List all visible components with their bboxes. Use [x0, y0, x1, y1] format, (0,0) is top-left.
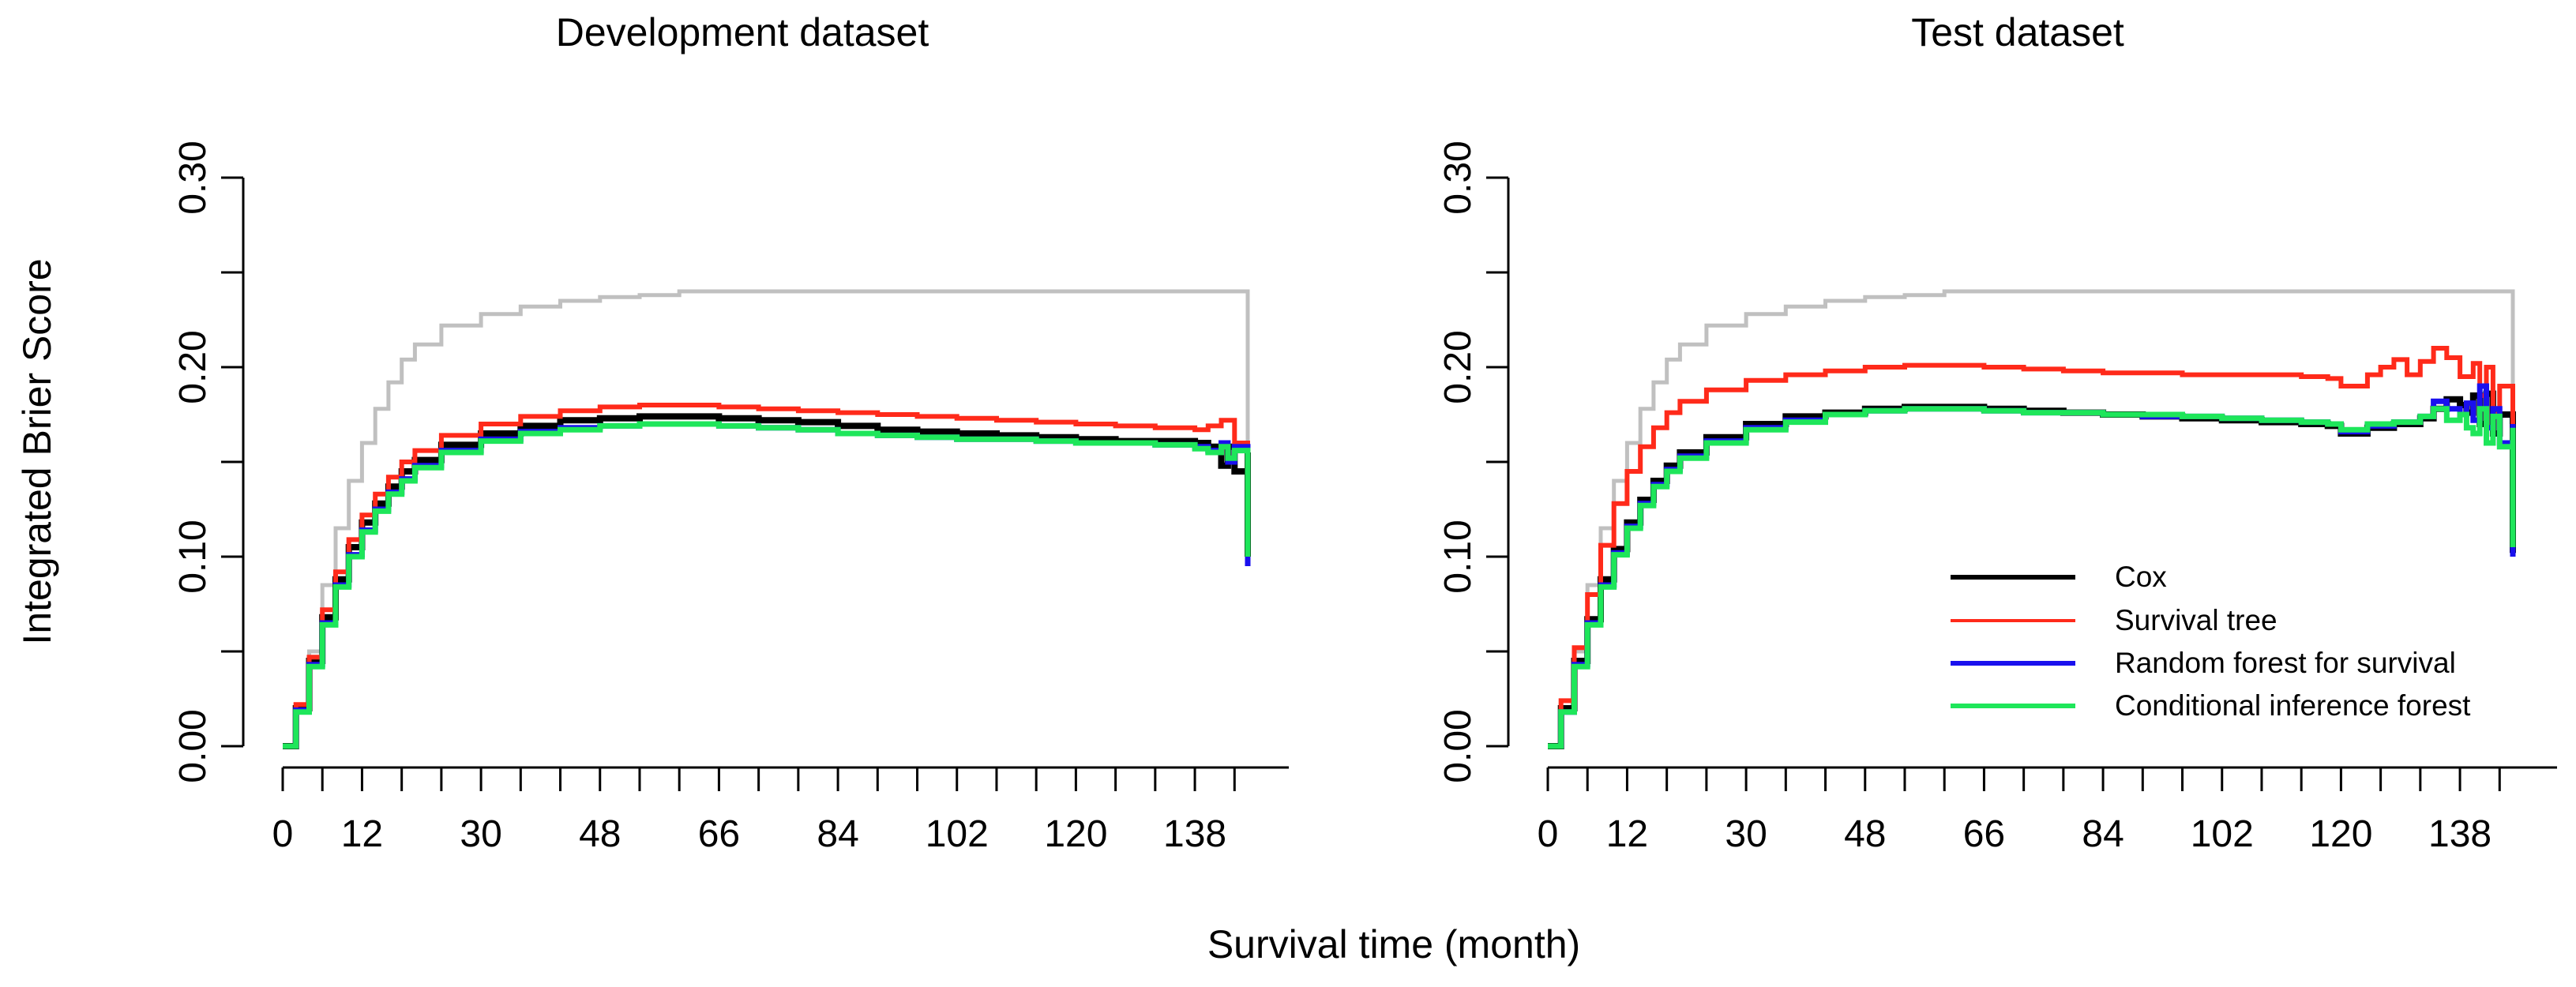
x-tick-label: 48: [579, 813, 621, 855]
legend: Cox Survival tree Random forest for surv…: [1951, 561, 2471, 722]
series-line-conditional-inference-forest: [283, 421, 1251, 749]
x-tick-label: 30: [460, 813, 501, 855]
development-panel: 0.00 0.10 0.20 0.30 0 12 30 48 66 84 102 120 138: [172, 141, 1289, 855]
x-tick-label: 0: [1538, 813, 1559, 855]
y-tick-label: 0.00: [1437, 709, 1479, 782]
y-tick-label: 0.30: [172, 141, 214, 214]
panel-title-test: Test dataset: [1911, 10, 2124, 54]
x-tick-label: 120: [2309, 813, 2372, 855]
y-tick-label: 0.20: [172, 330, 214, 403]
x-tick-label: 12: [341, 813, 383, 855]
x-tick-label: 84: [2082, 813, 2124, 855]
legend-label-random-forest: Random forest for survival: [2115, 647, 2456, 679]
series-line-random-forest-for-survival: [283, 421, 1251, 749]
panel-title-development: Development dataset: [556, 10, 929, 54]
x-axis-title: Survival time (month): [1207, 922, 1580, 966]
y-axis-title: Integrated Brier Score: [15, 258, 59, 644]
x-tick-label: 102: [2191, 813, 2254, 855]
x-tick-label: 138: [2428, 813, 2492, 855]
y-tick-label: 0.20: [1437, 330, 1479, 403]
y-tick-label: 0.00: [172, 709, 214, 782]
legend-label-survival-tree: Survival tree: [2115, 604, 2277, 636]
x-tick-label: 138: [1163, 813, 1226, 855]
x-tick-label: 12: [1606, 813, 1648, 855]
series-line-survival-tree: [283, 403, 1250, 749]
legend-label-cox: Cox: [2115, 561, 2167, 593]
legend-label-conditional-inference: Conditional inference forest: [2115, 689, 2471, 722]
series-line-conditional-inference-forest: [1548, 406, 2516, 749]
x-tick-label: 66: [698, 813, 740, 855]
y-tick-label: 0.10: [172, 520, 214, 593]
x-tick-label: 120: [1044, 813, 1107, 855]
series-line-survival-tree: [1548, 346, 2515, 749]
x-tick-label: 48: [1844, 813, 1886, 855]
test-panel: 0.00 0.10 0.20 0.30 0 12 30 48 66 84 102 120 138: [1437, 141, 2557, 855]
x-tick-label: 0: [272, 813, 294, 855]
x-tick-label: 84: [817, 813, 858, 855]
x-tick-label: 102: [926, 813, 989, 855]
y-tick-label: 0.30: [1437, 141, 1479, 214]
x-tick-label: 66: [1963, 813, 2005, 855]
y-tick-label: 0.10: [1437, 520, 1479, 593]
series-line-reference: [283, 289, 1250, 749]
x-tick-label: 30: [1725, 813, 1767, 855]
series-line-reference: [1548, 289, 2515, 749]
